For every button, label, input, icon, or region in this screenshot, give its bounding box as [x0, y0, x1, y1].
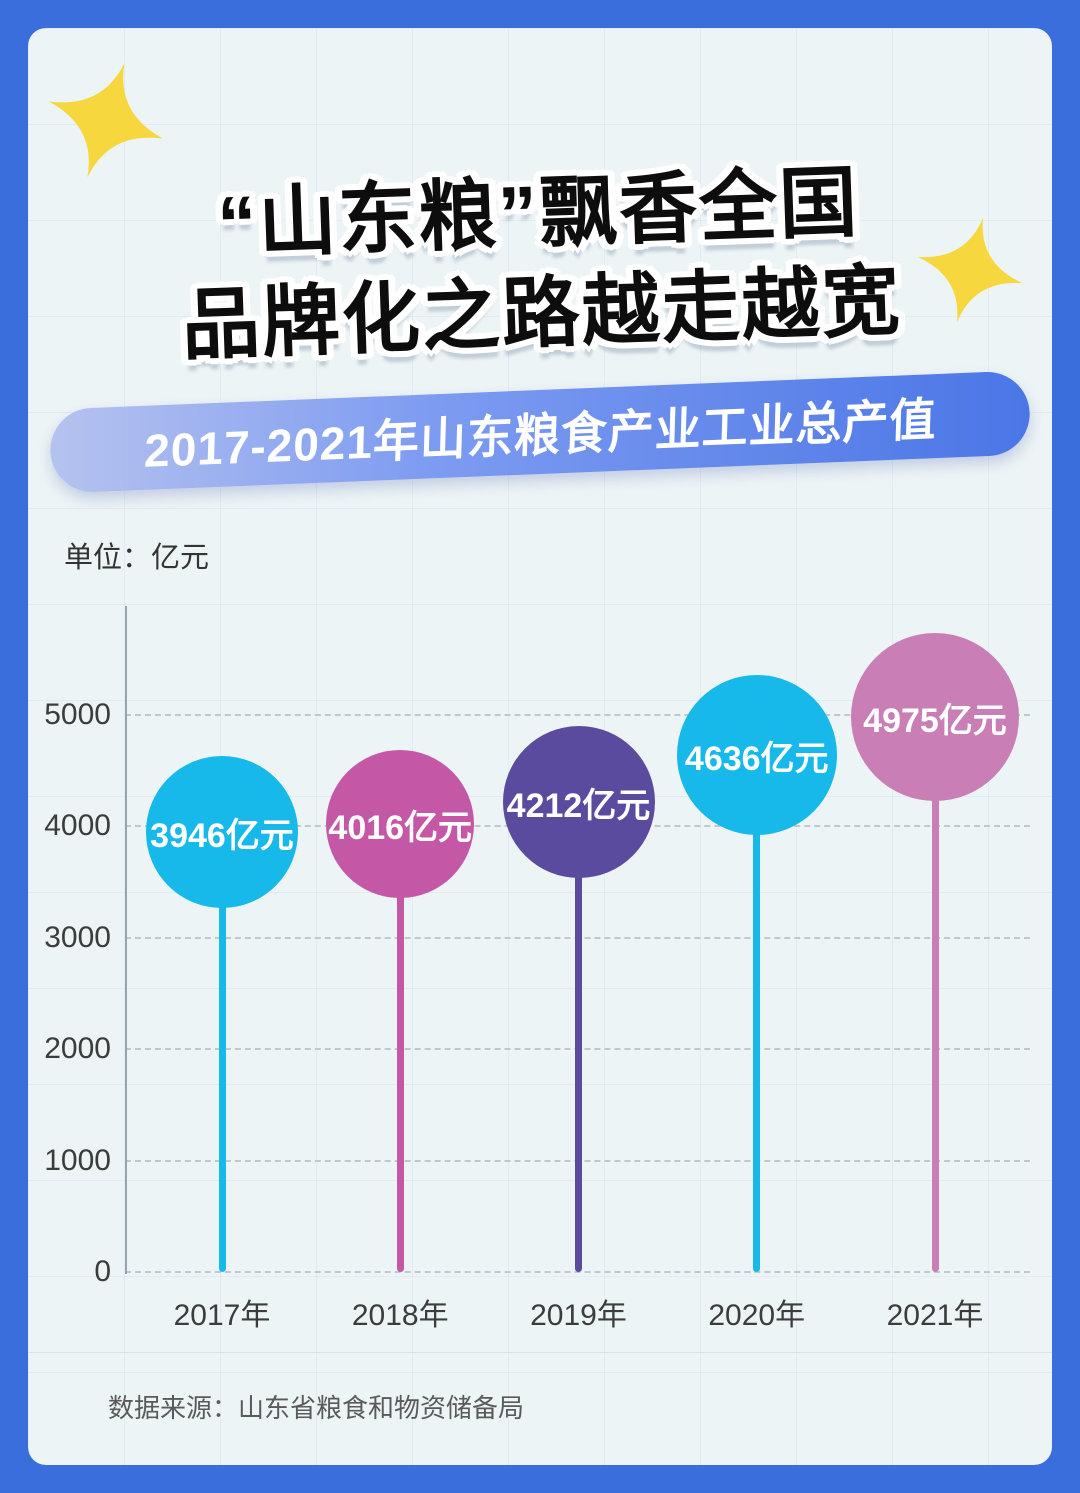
y-tick-label: 0: [94, 1255, 111, 1288]
y-gridline: [125, 1271, 1030, 1273]
y-gridline: [125, 713, 1030, 716]
value-label: 4636亿元: [684, 739, 829, 778]
lollipop-stem: [753, 755, 761, 1272]
unit-label: 单位：亿元: [64, 542, 210, 574]
y-axis-line: [125, 606, 127, 1274]
lollipop-stem: [218, 832, 226, 1272]
lollipop-chart: 0 1000 2000 3000 4000 5000 3946亿元 2017年 4016亿元 20…: [28, 28, 1052, 1465]
value-label: 4975亿元: [863, 701, 1007, 740]
page-title: “山东粮”飘香全国 品牌化之路越走越宽: [25, 146, 1055, 381]
lollipop-circle: 4016亿元: [326, 750, 475, 899]
lollipop-stem: [931, 717, 939, 1272]
y-tick-label: 5000: [44, 697, 111, 731]
content-card: “山东粮”飘香全国 品牌化之路越走越宽 2017-2021年山东粮食产业工业总产…: [28, 28, 1052, 1465]
lollipop-stem: [396, 824, 404, 1272]
y-tick-label: 2000: [44, 1032, 111, 1065]
lollipop-circle: 4636亿元: [676, 675, 837, 836]
x-tick-label: 2017年: [173, 1299, 271, 1332]
y-tick-label: 3000: [44, 920, 111, 954]
lollipop-circle: 4975亿元: [851, 633, 1019, 802]
y-tick-label: 4000: [44, 809, 111, 842]
x-tick-label: 2020年: [708, 1299, 806, 1332]
lollipop-stem: [575, 802, 582, 1272]
value-label: 4016亿元: [328, 808, 473, 847]
y-tick-label: 1000: [44, 1143, 111, 1177]
sparkle-icon: [48, 62, 164, 178]
sparkle-icon: [917, 217, 1023, 323]
lollipop-circle: 4212亿元: [502, 726, 655, 879]
x-tick-label: 2019年: [530, 1299, 627, 1332]
lollipop-circle: 3946亿元: [146, 756, 298, 909]
x-tick-label: 2021年: [886, 1299, 984, 1332]
data-source-text: 数据来源：山东省粮食和物资储备局: [108, 1393, 525, 1423]
footer-divider: [28, 1352, 1052, 1353]
value-label: 3946亿元: [150, 816, 294, 855]
value-label: 4212亿元: [506, 786, 651, 825]
x-tick-label: 2018年: [351, 1299, 449, 1332]
